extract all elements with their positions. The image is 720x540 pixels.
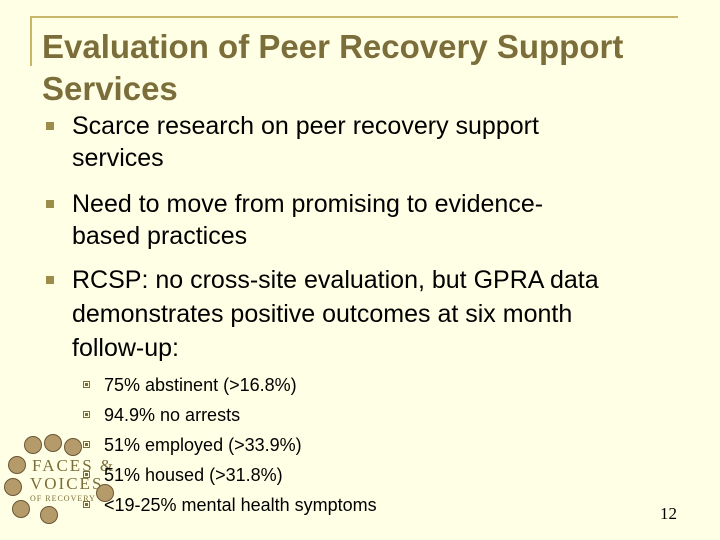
title-frame-top [30, 16, 678, 18]
bullet-3-line-2: demonstrates positive outcomes at six mo… [72, 300, 573, 328]
bullet-marker [46, 276, 54, 284]
title-frame-left [30, 16, 32, 66]
bullet-3-line-1: RCSP: no cross-site evaluation, but GPRA… [72, 266, 599, 294]
logo-word-faces: FACES & [32, 456, 116, 475]
face-icon [40, 506, 58, 524]
face-icon [12, 500, 30, 518]
logo-word-voices: VOICES [30, 474, 104, 493]
face-icon [96, 484, 114, 502]
logo-word-recovery: OF RECOVERY [30, 494, 96, 503]
bullet-1-line-2: services [72, 144, 164, 172]
sub-bullet-3: 51% employed (>33.9%) [104, 435, 302, 455]
face-icon [64, 438, 82, 456]
sub-bullet-2: 94.9% no arrests [104, 405, 241, 425]
bullet-2-line-1: Need to move from promising to evidence- [72, 190, 544, 218]
face-icon [8, 456, 26, 474]
bullet-marker [46, 200, 54, 208]
bullet-3-line-3: follow-up: [72, 334, 179, 362]
sub-bullet-marker [83, 411, 90, 418]
sub-bullet-1: 75% abstinent (>16.8%) [104, 375, 297, 395]
bullet-2-line-2: based practices [72, 222, 248, 250]
face-icon [44, 434, 62, 452]
faces-voices-logo: FACES & VOICES OF RECOVERY [0, 432, 118, 540]
slide-title: Evaluation of Peer Recovery Support Serv… [42, 28, 624, 107]
sub-bullet-marker [83, 471, 90, 478]
sub-bullet-marker [83, 441, 90, 448]
sub-bullet-4: 51% housed (>31.8%) [104, 465, 283, 485]
face-icon [4, 478, 22, 496]
bullet-1-line-1: Scarce research on peer recovery support [72, 112, 539, 140]
face-icon [24, 436, 42, 454]
sub-bullet-marker [83, 501, 90, 508]
sub-bullet-5: <19-25% mental health symptoms [104, 495, 377, 515]
bullet-marker [46, 122, 54, 130]
slide-number: 12 [660, 504, 677, 523]
sub-bullet-marker [83, 381, 90, 388]
